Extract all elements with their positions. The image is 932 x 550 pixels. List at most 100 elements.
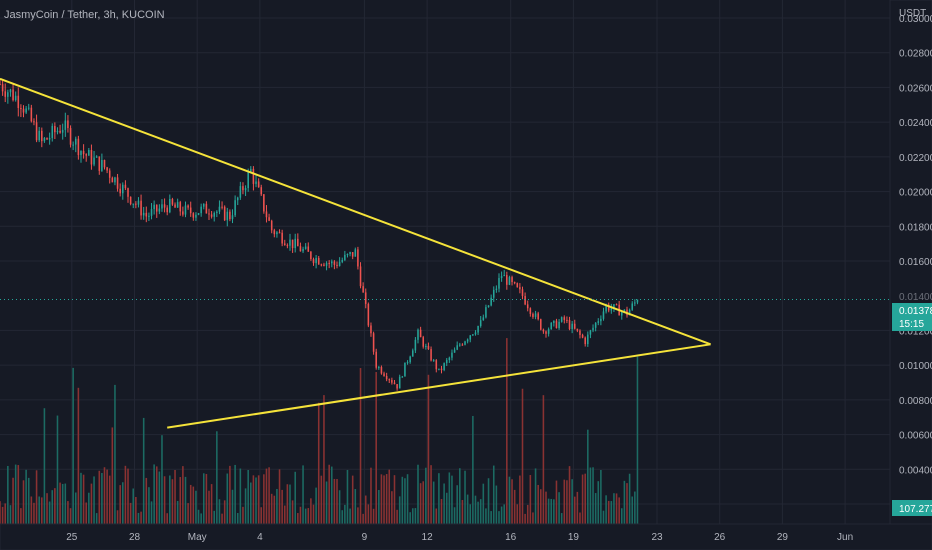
candle-body (46, 138, 48, 140)
candle-body (98, 156, 101, 171)
volume-bar (132, 488, 135, 524)
volume-bar (333, 478, 336, 524)
volume-bar (372, 508, 375, 524)
candle-body (197, 213, 200, 215)
candle-body (268, 217, 270, 221)
candle-body (406, 362, 409, 364)
volume-bar (532, 512, 534, 524)
volume-bar (4, 503, 7, 524)
time-tick-label: 29 (777, 532, 789, 543)
candle-body (171, 198, 174, 205)
volume-bar (581, 474, 584, 524)
volume-bar (427, 374, 430, 524)
candle-body (255, 181, 257, 184)
candle-body (364, 292, 367, 304)
candle-body (372, 333, 375, 352)
candle-body (142, 212, 145, 216)
candle-body (566, 319, 568, 321)
candle-body (304, 246, 307, 249)
candle-body (393, 382, 396, 385)
price-tick-label: 0.01800 (899, 222, 932, 233)
volume-bar (77, 387, 80, 524)
volume-bar (234, 464, 236, 524)
candle-body (263, 194, 265, 212)
volume-bar (338, 490, 341, 524)
countdown-label: 15:15 (899, 319, 924, 330)
candle-body (540, 319, 542, 330)
volume-bar (503, 504, 505, 524)
candle-body (114, 177, 116, 183)
volume-bar (281, 489, 283, 524)
candle-body (354, 249, 357, 257)
time-tick-label: 28 (129, 532, 141, 543)
last-price-label: 0.01378 (899, 306, 932, 317)
candle-body (111, 177, 114, 183)
candle-body (414, 339, 417, 351)
volume-bar (270, 493, 273, 524)
volume-bar (529, 475, 532, 524)
candle-body (521, 289, 524, 297)
grid (0, 0, 890, 524)
volume-bar (74, 492, 77, 524)
volume-bar (605, 495, 607, 524)
candle-body (283, 243, 286, 246)
volume-bar (380, 474, 383, 524)
volume-bar (82, 474, 85, 524)
volume-bar (589, 467, 592, 524)
volume-bar (46, 493, 48, 524)
volume-bar (506, 338, 508, 524)
volume-bar (158, 471, 161, 524)
volume-bar (276, 488, 278, 524)
candle-body (20, 108, 22, 110)
candle-body (506, 275, 508, 285)
candle-body (299, 246, 302, 252)
volume-bar (432, 481, 435, 524)
volume-bar (182, 466, 184, 524)
volume-bar (307, 508, 310, 524)
candle-body (221, 206, 223, 208)
candle-body (281, 232, 283, 244)
volume-bar (179, 477, 182, 524)
candle-body (38, 130, 40, 141)
volume-bar (362, 513, 364, 524)
candle-body (534, 313, 537, 317)
volume-bar (370, 467, 372, 524)
volume-bar (351, 475, 354, 524)
candle-body (27, 107, 30, 109)
volume-bar (48, 501, 51, 524)
volume-bar (571, 479, 573, 524)
volume-bar (396, 509, 398, 524)
candle-body (417, 329, 419, 340)
volume-bar (555, 480, 558, 524)
candle-body (615, 304, 618, 306)
volume-bar (317, 402, 320, 524)
candle-body (620, 311, 623, 316)
volume-bar (135, 496, 137, 524)
time-tick-label: 16 (505, 532, 517, 543)
candle-body (9, 89, 12, 93)
candle-body (357, 249, 359, 267)
candle-body (500, 276, 503, 279)
volume-bar (498, 511, 500, 524)
candle-body (155, 204, 158, 212)
candle-body (56, 130, 59, 133)
volume-bar (422, 481, 425, 524)
candle-body (338, 261, 341, 266)
volume-bar (519, 475, 521, 524)
candle-body (532, 313, 534, 317)
volume-bar (148, 487, 150, 524)
candle-body (41, 130, 43, 142)
candle-body (479, 320, 482, 326)
volume-bar (398, 496, 401, 524)
candle-body (438, 368, 440, 370)
volume-bar (521, 388, 524, 524)
volume-bar (477, 501, 479, 524)
volume-bar (283, 505, 286, 524)
candle-body (336, 264, 338, 266)
volume-bar (323, 395, 325, 524)
currency-label: USDT (899, 8, 926, 19)
volume-value-label: 107.277 (899, 504, 932, 515)
candle-body (519, 287, 521, 290)
